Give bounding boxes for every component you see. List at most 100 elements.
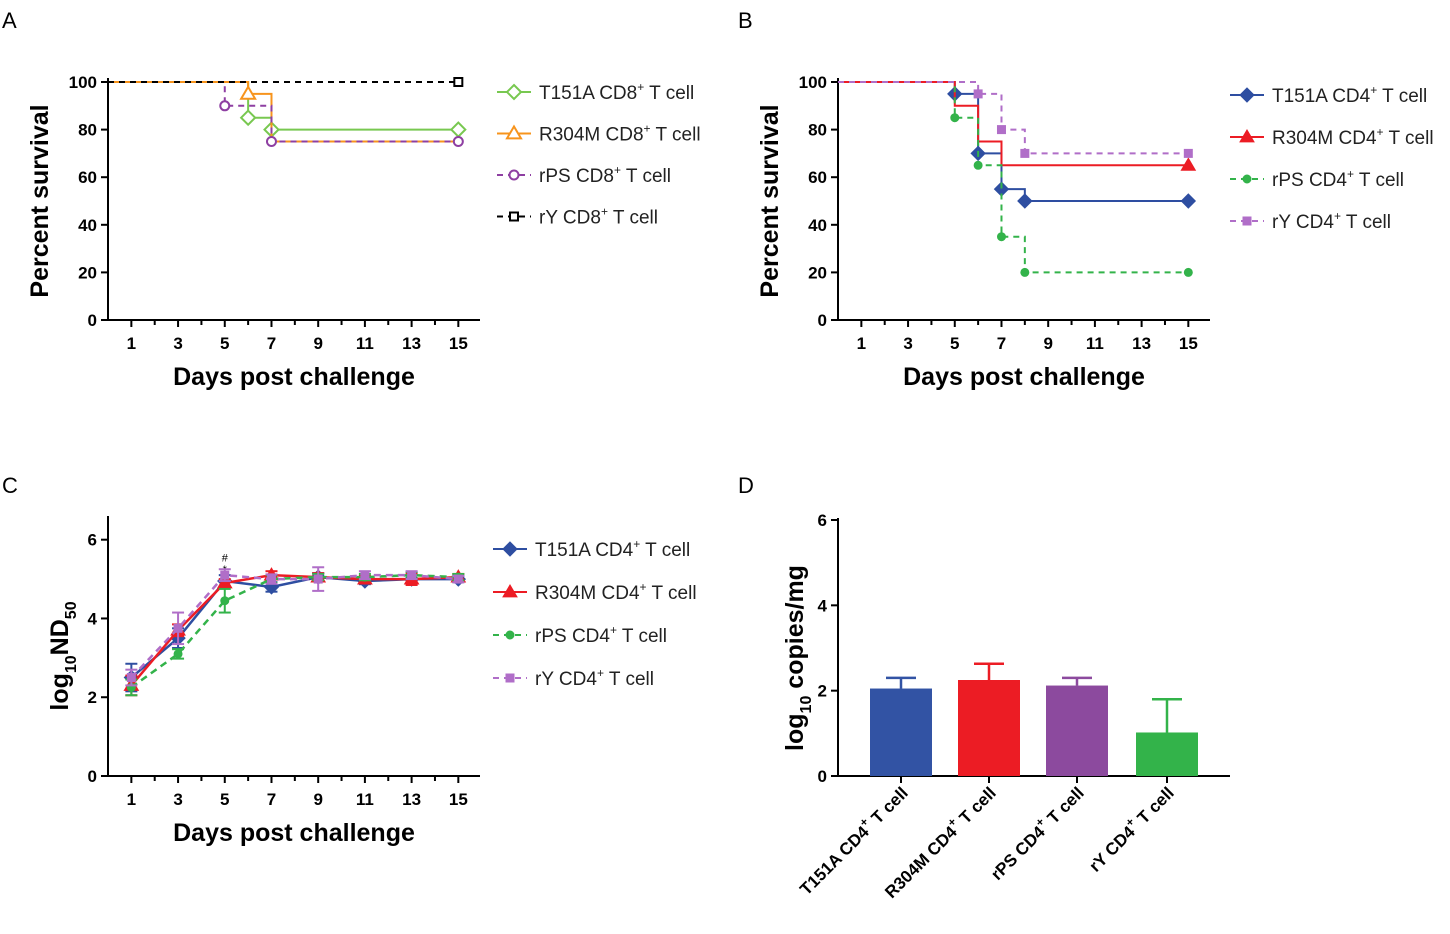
legend-marker-2 bbox=[505, 630, 515, 640]
y-tick-label: 0 bbox=[818, 767, 827, 786]
legend-label-2: rPS CD8+ T cell bbox=[539, 163, 671, 187]
x-tick-label: 7 bbox=[267, 790, 276, 809]
legend-name: rPS CD8 bbox=[539, 166, 614, 187]
y-title-sub: 50 bbox=[63, 601, 80, 619]
bar bbox=[870, 688, 932, 776]
series-point-3 bbox=[453, 574, 463, 584]
y-axis-title: Percent survival bbox=[756, 104, 784, 297]
x-tick-label: 11 bbox=[356, 334, 374, 353]
series-point-3 bbox=[996, 125, 1006, 135]
y-tick-label: 6 bbox=[88, 531, 97, 550]
series-point-3 bbox=[313, 574, 323, 584]
category-suffix: T cell bbox=[952, 783, 1000, 831]
x-tick-label: 7 bbox=[997, 334, 1006, 353]
legend-sup: + bbox=[614, 163, 621, 177]
x-tick-label: 5 bbox=[220, 334, 229, 353]
series-point-2 bbox=[996, 232, 1006, 242]
legend-sup: + bbox=[637, 80, 644, 94]
legend-marker-0 bbox=[502, 541, 518, 557]
legend-marker-1 bbox=[1239, 129, 1255, 143]
y-title-part: log bbox=[781, 713, 809, 751]
x-tick-label: 3 bbox=[173, 790, 182, 809]
x-tick-label: 7 bbox=[267, 334, 276, 353]
x-tick-label: 1 bbox=[857, 334, 866, 353]
legend-suffix: T cell bbox=[640, 540, 690, 561]
bar bbox=[1046, 685, 1108, 776]
series-point-0 bbox=[449, 121, 467, 139]
y-axis-title: log10 copies/mg bbox=[781, 565, 815, 751]
y-tick-label: 20 bbox=[78, 263, 97, 282]
x-tick-label: 13 bbox=[402, 334, 421, 353]
y-title-part: copies/mg bbox=[781, 565, 809, 696]
series-line-0 bbox=[108, 81, 459, 131]
x-tick-label: 9 bbox=[313, 790, 322, 809]
legend-marker-0 bbox=[505, 83, 523, 101]
panel-label-d: D bbox=[738, 473, 754, 498]
x-tick-label: 1 bbox=[127, 790, 136, 809]
series-point-0 bbox=[239, 109, 257, 127]
legend-label-1: R304M CD4+ T cell bbox=[1272, 125, 1434, 149]
x-tick-label: 5 bbox=[950, 334, 959, 353]
annotation-hash: # bbox=[222, 552, 229, 564]
series-line-0 bbox=[838, 81, 1189, 202]
legend-label-1: R304M CD4+ T cell bbox=[535, 580, 697, 604]
panel-label-a: A bbox=[2, 8, 17, 33]
legend-marker-3 bbox=[1242, 216, 1252, 226]
legend-name: T151A CD4 bbox=[535, 540, 634, 561]
y-tick-label: 0 bbox=[818, 311, 827, 330]
series-point-3 bbox=[1020, 148, 1030, 158]
legend-marker-3 bbox=[505, 673, 515, 683]
series-point-2 bbox=[452, 136, 464, 147]
series-point-3 bbox=[266, 574, 276, 584]
x-axis-title: Days post challenge bbox=[903, 363, 1145, 391]
legend-name: rPS CD4 bbox=[535, 626, 610, 647]
series-point-0 bbox=[1017, 193, 1033, 209]
legend-sup: + bbox=[640, 580, 647, 594]
x-tick-label: rPS CD4+ T cell bbox=[984, 781, 1087, 884]
series-point-3 bbox=[173, 623, 183, 633]
series-point-3 bbox=[220, 570, 230, 580]
x-tick-label: 15 bbox=[449, 790, 468, 809]
legend-marker-1 bbox=[502, 584, 518, 598]
x-tick-label: rY CD4+ T cell bbox=[1083, 781, 1178, 876]
series-point-2 bbox=[220, 596, 230, 606]
panel-label-c: C bbox=[2, 473, 18, 498]
legend-label-3: rY CD4+ T cell bbox=[1272, 209, 1391, 233]
y-tick-label: 100 bbox=[69, 73, 97, 92]
legend-sup: + bbox=[1370, 83, 1377, 97]
series-point-1 bbox=[239, 84, 257, 100]
series-line-1 bbox=[108, 81, 459, 143]
legend-name: rPS CD4 bbox=[1272, 170, 1347, 191]
category-name: rPS CD4 bbox=[987, 822, 1049, 884]
y-tick-label: 40 bbox=[78, 216, 97, 235]
series-line-3 bbox=[838, 81, 1189, 155]
bar bbox=[1136, 732, 1198, 776]
series-point-3 bbox=[453, 77, 464, 87]
x-tick-label: 11 bbox=[1086, 334, 1104, 353]
y-axis-title: log10ND50 bbox=[46, 601, 80, 710]
series-point-2 bbox=[173, 649, 183, 659]
legend-suffix: T cell bbox=[604, 669, 654, 690]
legend-suffix: T cell bbox=[1384, 128, 1434, 149]
legend-name: R304M CD8 bbox=[539, 125, 644, 146]
x-tick-label: 13 bbox=[1132, 334, 1151, 353]
legend-label-3: rY CD4+ T cell bbox=[535, 666, 654, 690]
x-tick-label: 3 bbox=[173, 334, 182, 353]
legend-suffix: T cell bbox=[1341, 212, 1391, 233]
legend-sup: + bbox=[1334, 209, 1341, 223]
y-tick-label: 80 bbox=[78, 121, 97, 140]
y-tick-label: 0 bbox=[88, 311, 97, 330]
legend-suffix: T cell bbox=[617, 626, 667, 647]
y-title-part: log bbox=[46, 673, 74, 711]
y-tick-label: 40 bbox=[808, 216, 827, 235]
category-name: R304M CD4 bbox=[881, 822, 961, 902]
legend-label-0: T151A CD4+ T cell bbox=[1272, 83, 1427, 107]
legend-suffix: T cell bbox=[621, 166, 671, 187]
x-tick-label: 5 bbox=[220, 790, 229, 809]
category-name: rY CD4 bbox=[1085, 822, 1139, 876]
x-tick-label: 9 bbox=[1043, 334, 1052, 353]
legend-suffix: T cell bbox=[647, 583, 697, 604]
